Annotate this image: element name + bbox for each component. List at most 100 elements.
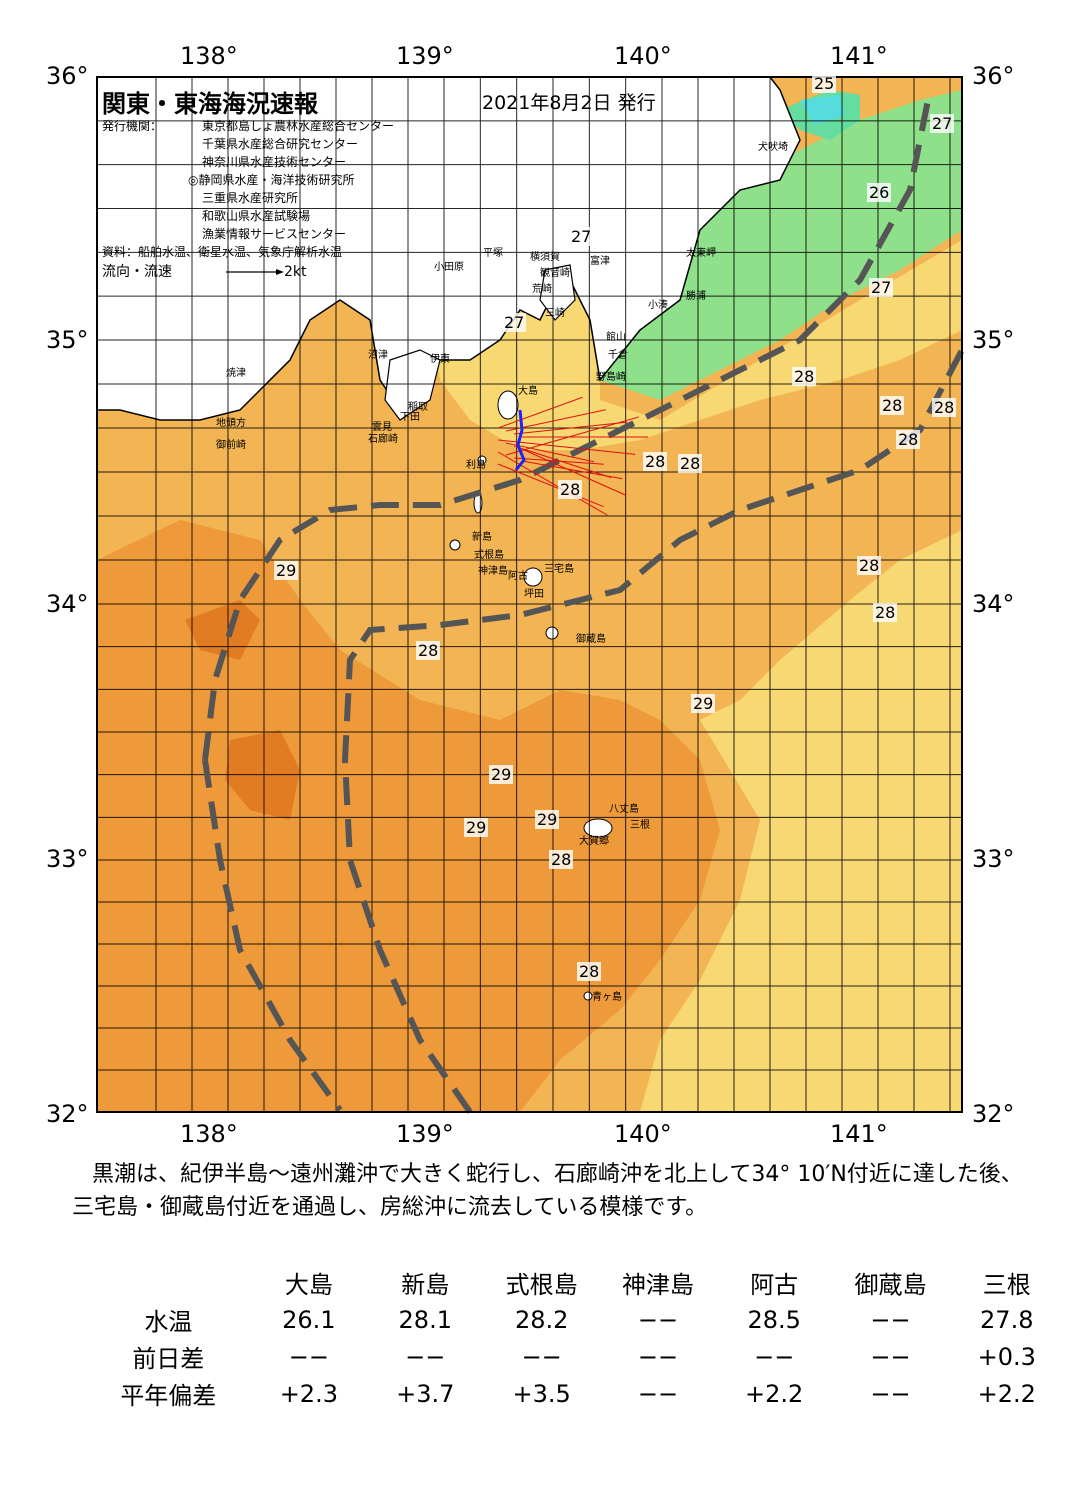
- temperature-label: 28: [932, 398, 957, 417]
- temperature-label: 28: [558, 480, 583, 499]
- table-cell: −−: [405, 1342, 446, 1371]
- kuroshio-axis: [202, 89, 965, 1114]
- lat-tick-left-34: 34°: [46, 590, 89, 618]
- island-mikura: [545, 626, 559, 640]
- current-vector: [497, 463, 604, 508]
- station-header: 神津島: [621, 1271, 694, 1299]
- agency-7: 漁業情報サービスセンター: [202, 227, 347, 241]
- current-vector: [513, 457, 604, 465]
- temperature-label: 28: [549, 850, 574, 869]
- place-name: 稲取: [408, 402, 428, 413]
- temperature-label: 29: [535, 810, 560, 829]
- place-name: 雲見: [372, 422, 392, 433]
- place-name: 沼津: [368, 350, 388, 361]
- temperature-label: 29: [274, 561, 299, 580]
- temperature-label: 29: [464, 818, 489, 837]
- current-vector: [521, 460, 623, 480]
- lon-tick-bottom-138: 138°: [180, 1120, 238, 1148]
- temperature-label: 27: [502, 313, 527, 332]
- temperature-label: 28: [792, 367, 817, 386]
- agency-1: 東京都島しょ農林水産総合センター: [202, 119, 395, 133]
- table-cell: −−: [870, 1342, 911, 1371]
- place-name: 地頭方: [216, 418, 246, 429]
- agency-4: ◎静岡県水産・海洋技術研究所: [188, 173, 355, 187]
- place-name: 三宅島: [544, 564, 574, 575]
- lat-tick-right-34: 34°: [972, 590, 1015, 618]
- temperature-label: 29: [691, 694, 716, 713]
- table-cell: +2.3: [279, 1379, 338, 1408]
- table-row-normal-anomaly: 平年偏差 +2.3 +3.7 +3.5 −− +2.2 −− +2.2: [86, 1375, 1065, 1412]
- zone-24-cyan: [800, 95, 845, 125]
- place-name: 野島崎: [596, 372, 626, 383]
- table-cell: +3.5: [512, 1379, 571, 1408]
- temperature-label: 28: [880, 396, 905, 415]
- sea-temperature-map: [96, 76, 965, 1114]
- kuroshio-line-west: [202, 89, 933, 761]
- station-header: 阿古: [750, 1271, 799, 1299]
- row-label: 前日差: [132, 1345, 205, 1373]
- table-row-prev-day-diff: 前日差 −− −− −− −− −− −− +0.3: [86, 1338, 1065, 1375]
- place-name: 御蔵島: [576, 634, 606, 645]
- table-cell: 27.8: [980, 1305, 1034, 1334]
- place-name: 阿古: [508, 571, 528, 582]
- current-vectors: [497, 396, 648, 516]
- table-header-row: 大島 新島 式根島 神津島 阿古 御蔵島 三根: [86, 1264, 1065, 1301]
- lon-tick-bottom-139: 139°: [396, 1120, 454, 1148]
- map-frame: [96, 76, 963, 1113]
- temperature-label: 28: [857, 556, 882, 575]
- zone-29-core2: [185, 600, 260, 660]
- current-vector: [513, 421, 628, 435]
- temperature-label: 28: [873, 603, 898, 622]
- place-name: 石廊崎: [368, 434, 398, 445]
- agency-2: 千葉県水産総合研究センター: [202, 137, 359, 151]
- zone-27-east: [640, 530, 962, 1112]
- table-cell: −−: [288, 1342, 329, 1371]
- row-label: 水温: [144, 1308, 193, 1336]
- land-miura: [539, 264, 576, 321]
- island-aogashima: [583, 991, 593, 1001]
- grid: [97, 77, 962, 1112]
- island-kozushima: [449, 539, 461, 551]
- table-row-water-temp: 水温 26.1 28.1 28.2 −− 28.5 −− 27.8: [86, 1301, 1065, 1338]
- place-name: 観音崎: [540, 268, 570, 279]
- table-cell: 26.1: [282, 1305, 336, 1334]
- lat-tick-left-32: 32°: [46, 1100, 89, 1128]
- island-oshima: [497, 390, 519, 420]
- kuroshio-line-east: [202, 759, 343, 1112]
- station-header: 式根島: [505, 1271, 578, 1299]
- lon-tick-top-138: 138°: [180, 42, 238, 70]
- temperature-label: 28: [577, 962, 602, 981]
- data-sources: 資料：船舶水温、衛星水温、気象庁解析水温: [102, 245, 343, 259]
- place-name: 利島: [466, 460, 486, 471]
- place-name: 伊東: [430, 354, 450, 365]
- lat-tick-right-35: 35°: [972, 326, 1015, 354]
- lon-tick-bottom-140: 140°: [614, 1120, 672, 1148]
- table-cell: −−: [637, 1342, 679, 1371]
- place-name: 下田: [400, 412, 420, 423]
- current-vector: [505, 416, 639, 456]
- place-name: 御前崎: [216, 440, 246, 451]
- current-vector: [497, 439, 636, 455]
- temperature-label: 28: [416, 641, 441, 660]
- flow-legend-arrowhead: [276, 269, 284, 275]
- lon-tick-top-141: 141°: [830, 42, 888, 70]
- temperature-label: 28: [678, 454, 703, 473]
- lon-tick-bottom-141: 141°: [830, 1120, 888, 1148]
- place-name: 勝浦: [686, 291, 706, 302]
- current-vector: [521, 448, 627, 496]
- table-cell: −−: [754, 1342, 795, 1371]
- place-name: 八丈島: [609, 804, 639, 815]
- place-name: 平塚: [483, 248, 503, 259]
- place-name: 館山: [606, 332, 626, 343]
- table-cell: −−: [870, 1379, 911, 1408]
- table-cell: 28.1: [398, 1305, 452, 1334]
- place-name: 青ヶ島: [592, 992, 622, 1003]
- place-name: 坪田: [524, 589, 544, 600]
- agency-3: 神奈川県水産技術センター: [202, 155, 347, 169]
- temperature-label: 29: [489, 765, 514, 784]
- place-name: 三根: [630, 820, 650, 831]
- table-cell: −−: [521, 1342, 562, 1371]
- temperature-label: 26: [867, 183, 892, 202]
- island-miyake: [523, 567, 543, 587]
- place-name: 小湊: [648, 300, 668, 311]
